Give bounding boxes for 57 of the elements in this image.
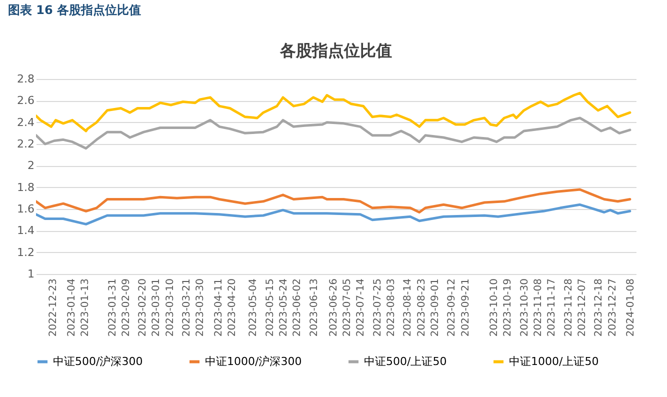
- x-tick-label: 2023-03-10: [164, 278, 176, 337]
- x-tick-label: 2023-12-07: [576, 278, 588, 337]
- x-tick-label: 2023-11-28: [563, 278, 574, 337]
- line-series: [36, 92, 632, 132]
- x-tick-label: 2023-08-14: [402, 278, 414, 337]
- x-tick-label: 2023-08-03: [386, 278, 398, 337]
- text: 图表 16 各股指点位比值: [8, 3, 142, 17]
- x-tick-label: 2023-09-01: [430, 278, 441, 337]
- x-tick-label: 2023-04-20: [226, 278, 238, 337]
- x-tick-label: 2023-06-26: [328, 278, 340, 337]
- x-tick-label: 2023-10-10: [489, 278, 500, 337]
- x-tick-label: 2023-03-21: [182, 278, 192, 337]
- line-series: [36, 116, 632, 150]
- x-tick-label: 2023-09-12: [446, 278, 458, 337]
- x-tick-label: 2023-09-21: [460, 278, 472, 337]
- x-tick-label: 2023-03-30: [195, 278, 206, 337]
- y-tick-label: 2.2: [17, 138, 34, 150]
- legend-label: 中证1000/上证50: [509, 354, 599, 368]
- x-tick-label: 2023-03-01: [151, 278, 162, 337]
- x-tick-label: 2023-02-09: [120, 278, 132, 337]
- x-tick-label: 2023-10-19: [502, 278, 514, 337]
- y-tick-label: 2.4: [17, 116, 34, 129]
- legend-label: 中证500/沪深300: [53, 354, 143, 368]
- chart-title: 各股指点位比值: [279, 41, 392, 60]
- x-tick-label: 2023-01-04: [66, 278, 78, 337]
- x-tick-label: 2023-11-17: [546, 278, 558, 337]
- x-tick-label: 2023-02-20: [138, 278, 149, 337]
- legend-label: 中证500/上证50: [364, 354, 447, 368]
- y-tick-label: 2.8: [17, 72, 34, 86]
- y-tick-label: 1.8: [17, 180, 34, 194]
- x-tick-label: 2023-08-23: [416, 278, 428, 337]
- x-tick-label: 2023-05-04: [248, 278, 260, 337]
- x-tick-label: 2023-06-13: [308, 278, 320, 337]
- x-tick-label: 2023-01-13: [80, 278, 91, 337]
- y-tick-label: 2: [28, 159, 34, 172]
- x-tick-label: 2023-01-31: [107, 278, 118, 337]
- x-tick-label: 2023-10-30: [519, 278, 530, 337]
- x-tick-label: 2024-01-08: [625, 278, 636, 337]
- x-tick-label: 2023-06-02: [292, 278, 304, 337]
- x-tick-label: 2023-05-15: [264, 278, 276, 337]
- y-tick-label: 2.6: [17, 94, 34, 108]
- x-tick-label: 2023-12-18: [594, 278, 605, 337]
- x-tick-label: 2023-07-25: [372, 278, 384, 337]
- x-tick-label: 2023-04-11: [213, 278, 224, 337]
- x-tick-label: 2023-12-27: [607, 278, 618, 337]
- line-series: [36, 203, 632, 226]
- y-tick-label: 1.6: [17, 202, 34, 216]
- y-tick-label: 1.4: [17, 224, 34, 238]
- x-tick-label: 2023-11-08: [533, 278, 544, 337]
- x-tick-label: 2023-07-05: [342, 278, 354, 337]
- x-tick-label: 2022-12-23: [48, 278, 60, 337]
- x-tick-label: 2023-05-24: [278, 278, 290, 337]
- y-tick-label: 1: [28, 268, 34, 280]
- legend-label: 中证1000/沪深300: [205, 354, 302, 368]
- y-tick-label: 1.2: [17, 246, 34, 259]
- x-tick-label: 2023-07-14: [356, 278, 367, 337]
- line-series: [36, 188, 632, 214]
